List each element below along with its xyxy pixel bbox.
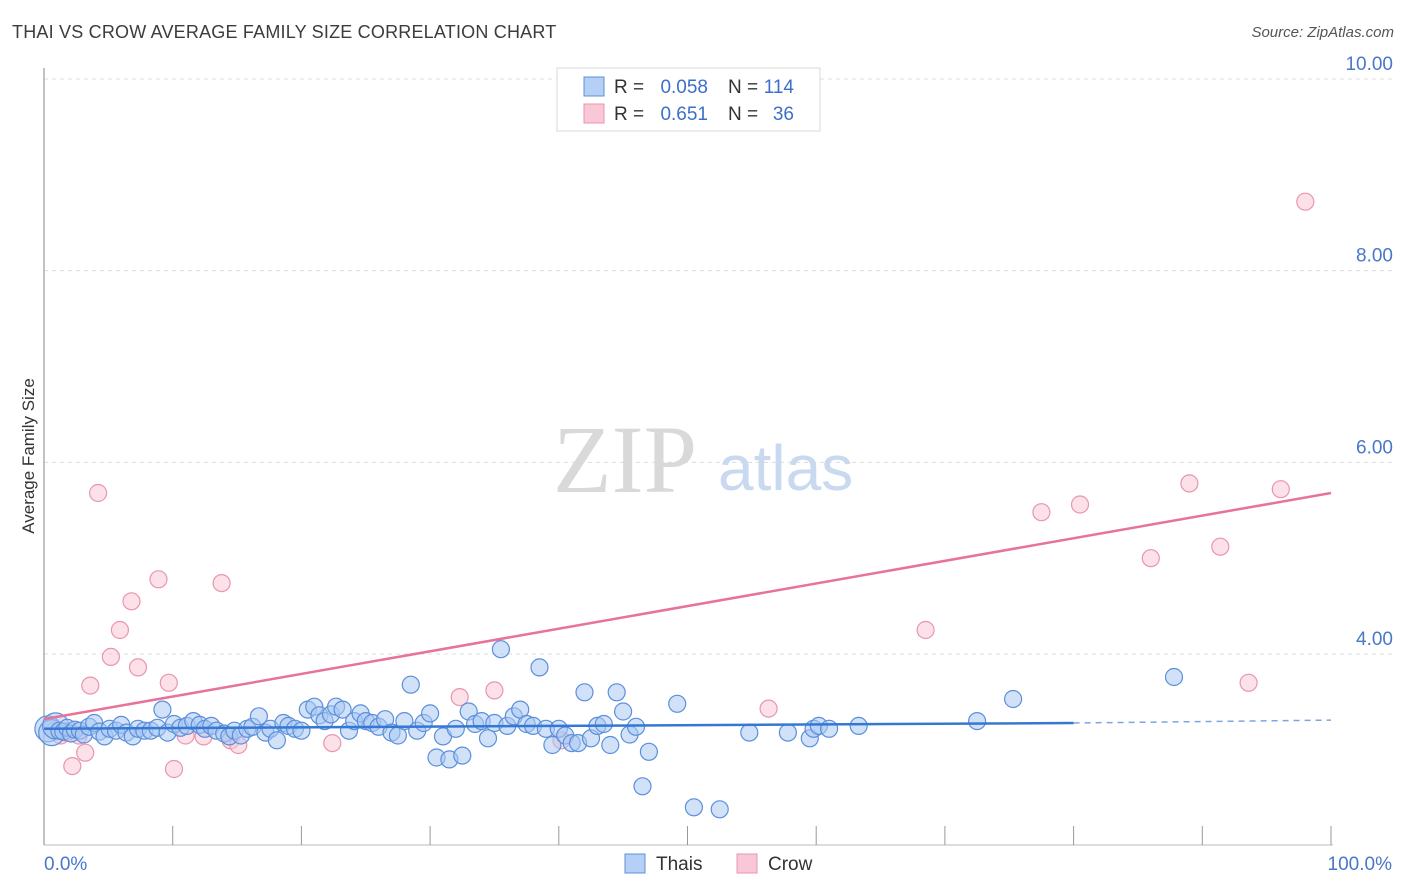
thais-point-104 (710, 800, 729, 819)
chart-source: Source: ZipAtlas.com (1251, 24, 1394, 41)
bottom-legend-label-crow: Crow (768, 854, 813, 875)
crow-point-21 (450, 687, 469, 707)
x-tick-label-min: 0.0% (44, 854, 87, 875)
legend-n-value-crow: 36 (773, 104, 794, 125)
thais-point-23 (153, 700, 172, 719)
x-tick-label-max: 100.0% (1328, 854, 1393, 875)
gridlines (44, 78, 1393, 655)
crow-point-13 (159, 673, 178, 692)
chart-title: THAI VS CROW AVERAGE FAMILY SIZE CORRELA… (12, 22, 557, 42)
crow-point-25 (916, 620, 935, 640)
crow-point-7 (88, 483, 108, 503)
thais-point-113 (1003, 689, 1023, 709)
thais-point-63 (395, 711, 414, 731)
thais-point-114 (1164, 667, 1184, 687)
legend-swatch-crow (583, 103, 605, 124)
watermark: ZIP atlas (553, 406, 853, 513)
y-tick-label-0: 4.00 (1356, 629, 1393, 650)
x-ticks (43, 826, 1332, 845)
crow-point-27 (1070, 495, 1090, 514)
crow-point-31 (1239, 673, 1258, 692)
crow-point-14 (164, 759, 184, 779)
crow-point-9 (110, 620, 130, 640)
thais-point-71 (446, 719, 465, 738)
thais-point-95 (601, 735, 620, 755)
crow-point-32 (1271, 480, 1290, 499)
thais-point-46 (292, 721, 311, 740)
crow-point-33 (1296, 192, 1315, 211)
thais-point-76 (478, 729, 498, 748)
thais-point-101 (639, 742, 659, 761)
y-tick-labels: 4.00 6.00 8.00 10.00 (1345, 54, 1393, 650)
crow-point-28 (1141, 549, 1160, 568)
thais-trendline (43, 721, 1074, 730)
thais-point-94 (594, 714, 613, 734)
thais-point-102 (668, 694, 687, 713)
legend-n-label-crow: N = (728, 104, 758, 125)
thais-point-96 (607, 683, 626, 702)
y-tick-label-2: 8.00 (1356, 246, 1393, 267)
thais-point-111 (849, 716, 868, 736)
bottom-legend-label-thais: Thais (656, 854, 702, 875)
legend-n-value-thais: 114 (764, 77, 795, 98)
thais-point-103 (684, 798, 704, 817)
crow-point-30 (1211, 537, 1230, 556)
thais-point-53 (333, 700, 352, 719)
thais-point-106 (778, 723, 798, 742)
legend-swatch-thais (583, 76, 605, 97)
thais-point-100 (633, 777, 652, 796)
bottom-legend-swatch-crow (736, 853, 758, 874)
crow-point-22 (485, 681, 504, 700)
crow-point-6 (81, 676, 100, 695)
legend-r-value-crow: 0.651 (660, 104, 708, 125)
thais-trendline-extension (1073, 719, 1332, 724)
y-tick-label-3: 10.00 (1345, 54, 1393, 75)
thais-point-64 (401, 675, 420, 694)
watermark-zip: ZIP (553, 406, 697, 513)
legend-r-label-crow: R = (614, 104, 644, 125)
thais-point-84 (530, 658, 549, 677)
crow-point-3 (63, 756, 82, 776)
legend-n-label-thais: N = (728, 77, 758, 98)
thais-point-67 (421, 704, 440, 723)
bottom-legend: Thais Crow (624, 853, 813, 875)
thais-point-105 (740, 723, 759, 742)
thais-points (34, 640, 1184, 819)
crow-point-10 (122, 592, 141, 611)
crow-trendline (43, 491, 1332, 721)
crow-point-5 (76, 743, 95, 762)
crow-point-12 (149, 570, 168, 589)
thais-point-78 (491, 640, 510, 659)
thais-point-91 (575, 683, 594, 702)
crow-point-29 (1180, 474, 1199, 493)
y-tick-label-1: 6.00 (1356, 437, 1393, 458)
thais-point-110 (819, 719, 839, 738)
thais-point-72 (453, 746, 472, 765)
thais-point-42 (267, 731, 286, 750)
legend-r-label-thais: R = (614, 77, 644, 98)
thais-point-39 (249, 707, 268, 726)
thais-point-112 (967, 711, 987, 731)
thais-point-97 (613, 702, 633, 721)
thais-point-86 (543, 735, 562, 755)
crow-point-26 (1032, 503, 1051, 522)
crow-point-17 (212, 573, 231, 593)
watermark-atlas: atlas (718, 432, 853, 504)
top-legend: R = 0.058 N = 114 R = 0.651 N = 36 (556, 67, 821, 132)
legend-r-value-thais: 0.058 (660, 77, 708, 98)
thais-point-99 (626, 717, 646, 736)
bottom-legend-swatch-thais (624, 853, 646, 874)
crow-point-20 (323, 733, 342, 753)
crow-point-24 (759, 699, 778, 718)
crow-point-11 (128, 658, 148, 677)
crow-point-8 (101, 647, 121, 667)
y-axis-label: Average Family Size (19, 378, 38, 534)
trendlines (43, 491, 1332, 730)
